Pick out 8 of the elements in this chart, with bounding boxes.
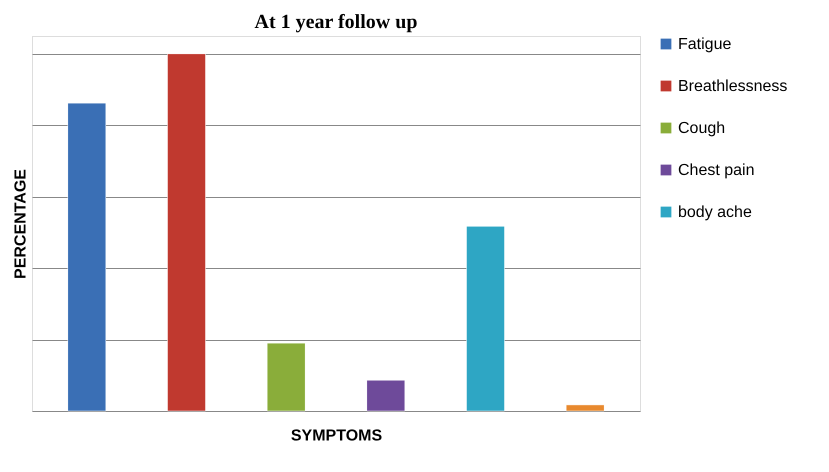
y-axis-title: PERCENTAGE: [12, 168, 30, 279]
legend-label: Fatigue: [678, 36, 732, 53]
x-axis-title: SYMPTOMS: [290, 428, 382, 444]
legend-label: Breathlessness: [678, 78, 788, 95]
legend-label: Chest pain: [678, 162, 754, 179]
legend-label: body ache: [678, 204, 752, 221]
chart-title: At 1 year follow up: [254, 11, 418, 33]
legend-label: Cough: [678, 120, 726, 137]
